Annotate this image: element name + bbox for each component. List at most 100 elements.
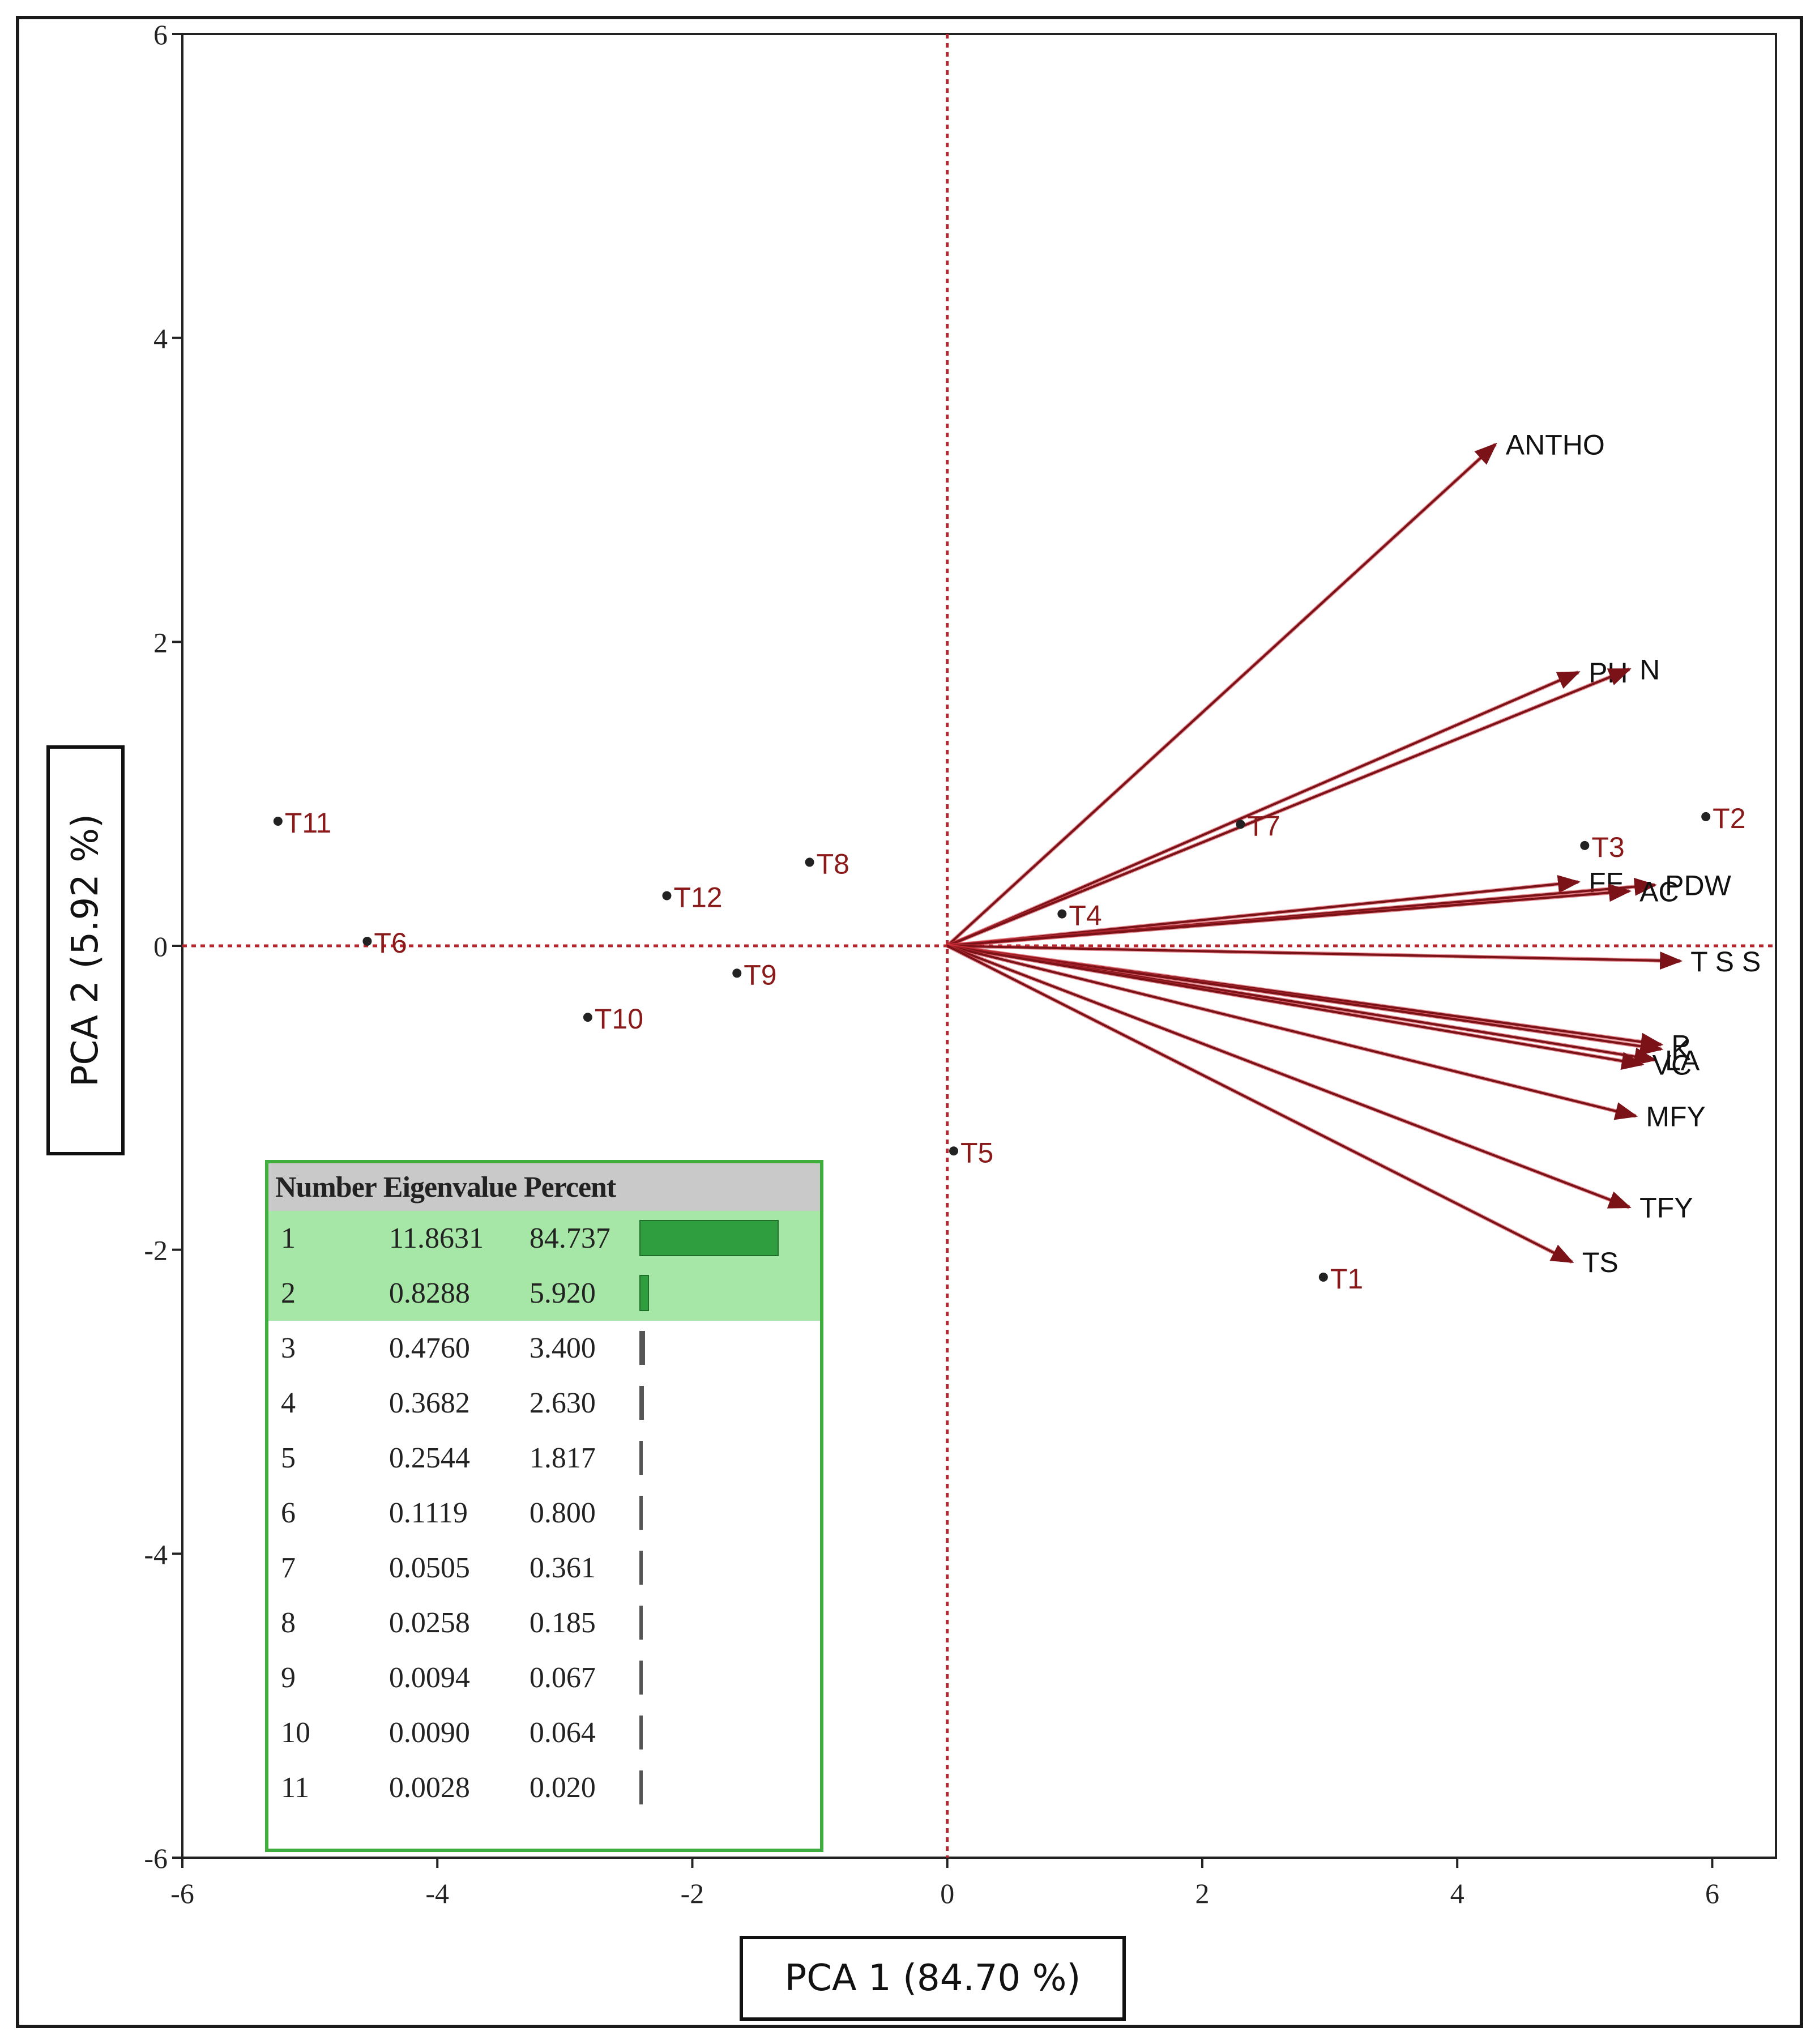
eig-percent: 0.361 (529, 1552, 596, 1584)
eigenvalue-row: 5 0.2544 1.817 (268, 1431, 820, 1486)
eig-number: 10 (281, 1717, 310, 1749)
eig-bar-cell (631, 1211, 820, 1266)
eigenvalue-table-header: Number Eigenvalue Percent (268, 1163, 820, 1211)
loading-label: TS (1582, 1247, 1619, 1278)
score-label: T9 (744, 959, 776, 991)
score-label: T10 (595, 1003, 643, 1035)
eig-percent-bar (639, 1661, 643, 1695)
eig-bar-cell (631, 1541, 820, 1595)
eig-percent-bar (639, 1770, 643, 1804)
score-point (805, 857, 814, 867)
eig-percent: 84.737 (516, 1211, 631, 1266)
score-label: T1 (1330, 1263, 1363, 1295)
eig-value: 0.0258 (388, 1607, 470, 1639)
score-point (273, 816, 283, 826)
score-point (732, 968, 742, 978)
y-tick-label: 2 (153, 626, 168, 658)
eig-number: 1 (268, 1211, 377, 1266)
eigenvalue-row: 10 0.0090 0.064 (268, 1705, 820, 1760)
score-label: T7 (1247, 810, 1280, 842)
x-tick-label: -2 (681, 1877, 704, 1909)
loading-arrow (946, 945, 1574, 1263)
eig-percent: 5.920 (516, 1266, 631, 1321)
eig-percent: 1.817 (529, 1442, 596, 1474)
eig-number: 11 (281, 1772, 310, 1804)
eig-percent-bar (639, 1716, 643, 1749)
x-axis-title: PCA 1 (84.70 %) (784, 1957, 1081, 1999)
score-point (1236, 820, 1245, 829)
score-label: T12 (673, 881, 722, 913)
loading-arrow (947, 884, 1632, 947)
header-number: Number (268, 1163, 377, 1211)
eig-percent: 3.400 (529, 1332, 596, 1364)
eig-number: 3 (281, 1332, 296, 1364)
eigenvalue-table: Number Eigenvalue Percent 1 11.8631 84.737… (265, 1160, 823, 1852)
x-tick-label: -4 (425, 1877, 449, 1909)
eig-value: 11.8631 (376, 1211, 517, 1266)
eig-percent-bar (639, 1606, 643, 1640)
score-label: T11 (285, 807, 331, 839)
eig-value: 0.4760 (388, 1332, 470, 1364)
loading-arrow (947, 945, 1638, 1120)
eigenvalue-row: 11 0.0028 0.020 (268, 1760, 820, 1815)
loading-arrow (946, 442, 1497, 947)
score-point (1057, 909, 1067, 919)
loading-label: PDW (1665, 870, 1731, 902)
eig-value: 0.0090 (388, 1717, 470, 1749)
loading-arrow (947, 945, 1683, 970)
eigenvalue-row: 6 0.1119 0.800 (268, 1486, 820, 1541)
eig-number: 2 (268, 1266, 377, 1321)
y-tick-label: 0 (153, 931, 168, 962)
eig-value: 0.3682 (388, 1387, 470, 1419)
y-tick-label: -6 (144, 1842, 168, 1874)
eig-number: 5 (281, 1442, 296, 1474)
eig-bar-cell (631, 1266, 820, 1321)
loading-label: T S S (1690, 946, 1761, 978)
x-tick-label: 6 (1705, 1877, 1719, 1909)
eig-value: 0.0505 (388, 1552, 470, 1584)
loading-arrow (947, 945, 1645, 1070)
eig-number: 6 (281, 1497, 296, 1529)
eig-value: 0.8288 (376, 1266, 517, 1321)
loading-label: TFY (1639, 1192, 1693, 1224)
loading-label: ANTHO (1506, 429, 1605, 461)
y-tick-label: 4 (153, 323, 168, 355)
eig-percent: 0.067 (529, 1662, 596, 1694)
eig-number: 4 (281, 1387, 296, 1419)
eig-percent-bar (639, 1496, 643, 1530)
loading-label: VC (1653, 1049, 1692, 1081)
eig-percent-bar (639, 1220, 779, 1256)
loading-label: P (1671, 1029, 1690, 1061)
loading-label: MFY (1646, 1101, 1706, 1133)
eig-value: 0.0028 (388, 1772, 470, 1804)
eig-bar-cell (631, 1376, 820, 1431)
chart-frame (16, 16, 1803, 2028)
score-point (1580, 840, 1590, 850)
loading-arrow (947, 945, 1632, 1209)
eig-percent-bar (639, 1441, 643, 1475)
score-label: T6 (374, 927, 407, 959)
x-tick-label: 4 (1450, 1877, 1464, 1909)
header-percent: Percent (516, 1163, 631, 1211)
eig-percent: 0.020 (529, 1772, 596, 1804)
header-bar (631, 1163, 820, 1211)
eig-bar-cell (631, 1431, 820, 1486)
eig-percent-bar (639, 1275, 650, 1311)
eig-percent: 0.800 (529, 1497, 596, 1529)
eigenvalue-row: 9 0.0094 0.067 (268, 1650, 820, 1705)
eig-percent-bar (639, 1551, 643, 1585)
score-label: T5 (960, 1137, 993, 1168)
eig-bar-cell (631, 1321, 820, 1376)
score-point (362, 936, 372, 946)
eig-bar-cell (631, 1595, 820, 1650)
score-label: T3 (1591, 831, 1624, 863)
header-eigenvalue: Eigenvalue (376, 1163, 517, 1211)
eig-bar-cell (631, 1705, 820, 1760)
y-axis-title: PCA 2 (5.92 %) (65, 813, 106, 1087)
eig-value: 0.0094 (388, 1662, 470, 1694)
loading-label: K (1671, 1034, 1690, 1065)
score-point (1701, 812, 1711, 821)
eig-number: 7 (281, 1552, 296, 1584)
eig-bar-cell (631, 1650, 820, 1705)
eigenvalue-row: 3 0.4760 3.400 (268, 1321, 820, 1376)
